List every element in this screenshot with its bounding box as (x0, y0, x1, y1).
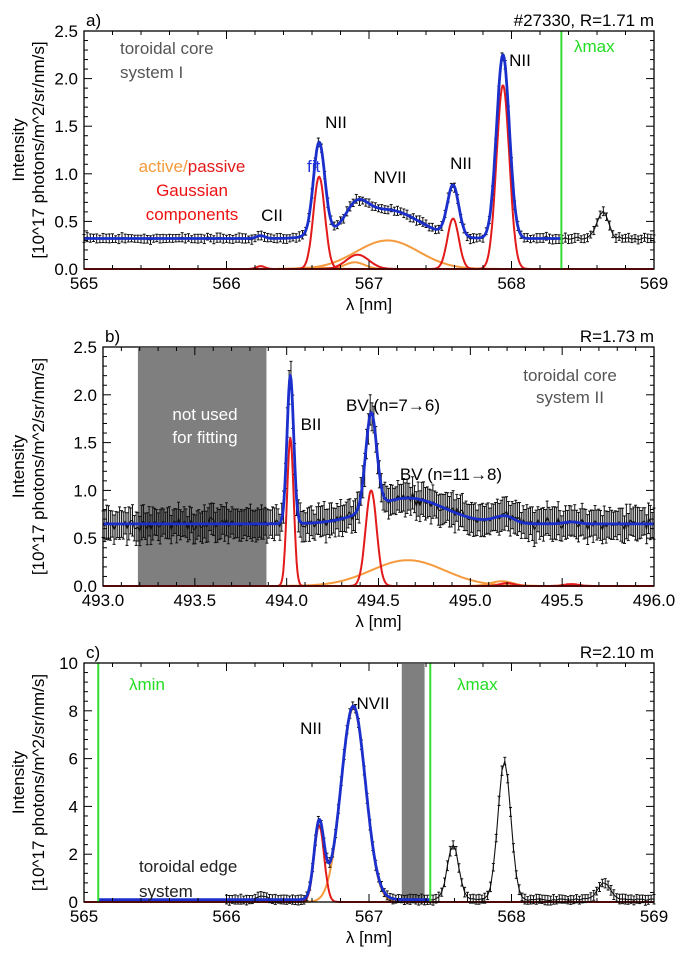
y-tick-label: 2 (69, 845, 78, 864)
x-tick-label: 495.5 (541, 591, 584, 610)
y-axis-unit: [10^17 photons/m^2/sr/nm/s] (29, 358, 48, 575)
y-axis-unit: [10^17 photons/m^2/sr/nm/s] (29, 41, 48, 258)
x-tick-label: 568 (497, 907, 525, 926)
emission-line-label: NVII (373, 168, 406, 187)
emission-line-label: BV (n=7→6) (346, 396, 440, 415)
annotation: fit (307, 157, 321, 176)
x-tick-label: 565 (70, 274, 98, 293)
excluded-region (401, 664, 425, 902)
annotation: system II (536, 388, 604, 407)
y-tick-label: 0.5 (73, 529, 97, 548)
y-tick-label: 2.5 (73, 338, 97, 357)
slash: / (183, 157, 188, 176)
x-axis-title: λ [nm] (355, 612, 401, 631)
fit-line (83, 53, 563, 240)
corner-label: #27330, R=1.71 m (514, 11, 654, 30)
y-axis-unit: [10^17 photons/m^2/sr/nm/s] (29, 674, 48, 891)
panel-1: 565 566 567 568 569 0.0 0.5 1.0 1.5 2.0 2.5 a) #2733… (9, 11, 668, 314)
panel-label: b) (105, 327, 120, 346)
y-tick-label: 2.0 (54, 70, 78, 89)
emission-line-label: NII (450, 154, 472, 173)
corner-label: R=2.10 m (580, 643, 654, 662)
x-tick-label: 496.0 (633, 591, 675, 610)
active-word: active (139, 157, 183, 176)
active-passive-label: active/passive (139, 157, 246, 176)
x-tick-label: 493.5 (174, 591, 217, 610)
annotation: toroidal edge (139, 857, 237, 876)
y-axis-title: Intensity (9, 750, 28, 814)
x-axis-title: λ [nm] (346, 928, 392, 947)
panel-label: c) (86, 643, 100, 662)
y-tick-label: 2.5 (54, 22, 78, 41)
lambda-label: λmin (129, 675, 165, 694)
emission-line-label: CII (261, 206, 283, 225)
x-tick-label: 566 (212, 274, 240, 293)
emission-line-label: NII (325, 113, 347, 132)
y-tick-label: 1.5 (54, 117, 78, 136)
panel-2: 493.0 493.5 494.0 494.5 495.0 495.5 496.0 0.0 0.… (9, 327, 675, 631)
y-axis-title: Intensity (9, 118, 28, 182)
y-tick-label: 0.0 (73, 577, 97, 596)
annotation: toroidal core (523, 366, 617, 385)
x-axis-title: λ [nm] (346, 295, 392, 314)
x-tick-label: 569 (640, 274, 668, 293)
measured-data (225, 701, 656, 906)
region-label: not used (172, 405, 237, 424)
x-tick-label: 565 (70, 907, 98, 926)
panels: 565 566 567 568 569 0.0 0.5 1.0 1.5 2.0 2.5 a) #2733… (9, 11, 675, 947)
y-tick-label: 2.0 (73, 386, 97, 405)
y-tick-label: 0 (69, 893, 78, 912)
x-tick-label: 566 (212, 907, 240, 926)
y-axis-title: Intensity (9, 434, 28, 498)
x-tick-label: 495.0 (449, 591, 492, 610)
passive-word: passive (188, 157, 246, 176)
panel-3: 565 566 567 568 569 0 2 4 6 8 10 c) R=2.10 m λ [nm] In… (9, 643, 668, 947)
annotation: components (146, 205, 239, 224)
x-tick-label: 567 (355, 274, 383, 293)
emission-line-label: NII (509, 51, 531, 70)
x-tick-label: 494.0 (265, 591, 308, 610)
y-tick-label: 0.5 (54, 212, 78, 231)
emission-line-label: BII (301, 415, 322, 434)
annotation: system I (120, 63, 183, 82)
panel-label: a) (86, 11, 101, 30)
fit-line (97, 704, 432, 901)
y-tick-label: 10 (59, 654, 78, 673)
y-tick-label: 1.0 (54, 165, 78, 184)
annotation: system (139, 882, 193, 901)
y-tick-label: 1.5 (73, 434, 97, 453)
x-tick-label: 567 (355, 907, 383, 926)
corner-label: R=1.73 m (580, 327, 654, 346)
annotation: toroidal core (120, 39, 214, 58)
excluded-region (137, 348, 267, 586)
region-label: for fitting (172, 428, 237, 447)
annotation: Gaussian (156, 181, 228, 200)
y-tick-label: 0.0 (54, 260, 78, 279)
data-line (226, 704, 655, 902)
fit-line (102, 374, 655, 526)
y-tick-label: 4 (69, 797, 78, 816)
y-tick-label: 8 (69, 702, 78, 721)
y-tick-label: 6 (69, 750, 78, 769)
emission-line-label: NVII (356, 694, 389, 713)
x-tick-label: 568 (497, 274, 525, 293)
emission-line-label: NII (300, 719, 322, 738)
y-tick-label: 1.0 (73, 481, 97, 500)
emission-line-label: BV (n=11→8) (400, 465, 502, 484)
x-tick-label: 569 (640, 907, 668, 926)
lambda-label: λmax (574, 37, 615, 56)
lambda-label: λmax (457, 675, 498, 694)
x-tick-label: 493.0 (82, 591, 125, 610)
x-tick-label: 494.5 (357, 591, 400, 610)
